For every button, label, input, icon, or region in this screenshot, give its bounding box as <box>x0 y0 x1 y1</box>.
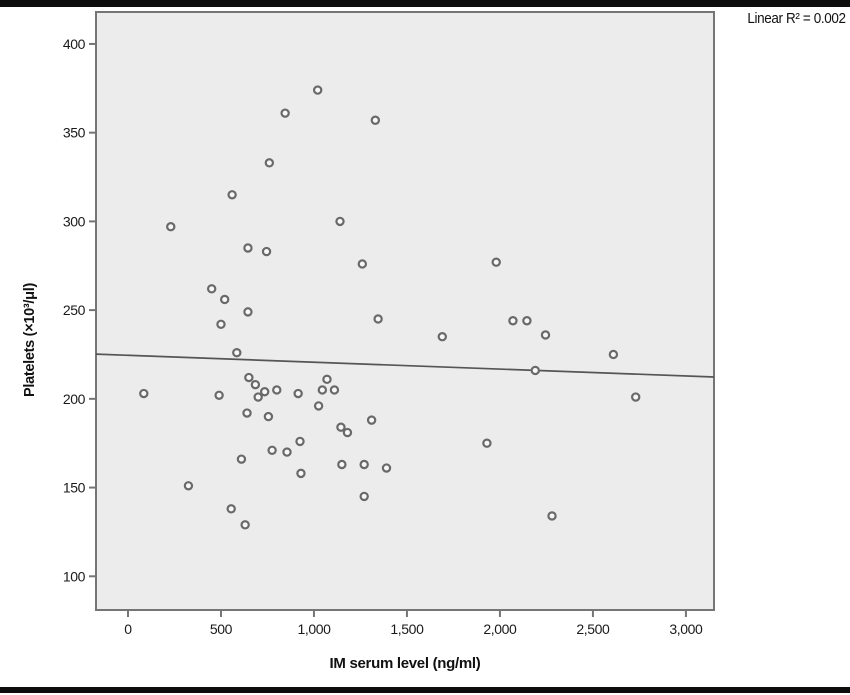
data-point <box>608 349 619 360</box>
data-point <box>139 388 149 399</box>
data-point <box>264 158 275 168</box>
data-point <box>263 411 274 422</box>
y-tick-label: 400 <box>63 36 86 52</box>
data-point <box>214 390 224 400</box>
data-point <box>357 259 368 269</box>
x-tick-label: 1,500 <box>390 621 424 637</box>
data-point <box>437 332 447 342</box>
data-point <box>293 388 303 399</box>
data-point <box>530 365 540 376</box>
data-point <box>166 222 176 232</box>
r-squared-annotation: Linear R² = 0.002 <box>747 11 847 27</box>
data-point <box>216 319 226 330</box>
data-point <box>366 415 377 425</box>
data-point <box>381 463 392 473</box>
data-point <box>313 401 324 411</box>
data-point <box>322 374 332 385</box>
bottom-rule <box>0 687 850 693</box>
data-point <box>359 491 369 502</box>
y-tick-label: 250 <box>63 302 86 318</box>
data-point <box>250 379 261 390</box>
y-tick-label: 350 <box>63 125 86 141</box>
data-point <box>183 481 194 491</box>
data-point <box>219 294 230 305</box>
data-point <box>267 445 277 455</box>
data-point <box>482 438 492 448</box>
data-point <box>240 520 250 530</box>
data-point <box>206 284 217 294</box>
data-point <box>242 408 252 418</box>
data-point <box>282 447 292 457</box>
data-point <box>253 392 263 402</box>
data-point <box>370 115 381 125</box>
data-point <box>317 385 328 395</box>
data-point <box>373 314 383 324</box>
data-point <box>312 85 323 95</box>
data-point <box>508 316 518 326</box>
data-point <box>335 216 345 227</box>
data-point <box>329 385 340 395</box>
data-point <box>359 459 369 470</box>
data-point <box>342 427 353 438</box>
y-tick-label: 150 <box>63 480 86 496</box>
plot-area <box>95 11 715 611</box>
data-point <box>522 316 532 326</box>
data-point <box>236 454 247 464</box>
data-point <box>337 459 347 470</box>
data-point <box>243 243 253 253</box>
data-point <box>244 372 254 383</box>
data-point <box>232 348 242 358</box>
x-tick-label: 0 <box>124 621 132 637</box>
y-tick-label: 200 <box>63 391 86 407</box>
x-tick-label: 1,000 <box>297 621 331 637</box>
data-point <box>227 190 237 200</box>
data-point <box>261 246 272 257</box>
data-point <box>547 511 557 521</box>
x-axis-title: IM serum level (ng/ml) <box>329 655 481 672</box>
top-rule <box>0 0 850 7</box>
data-point <box>272 385 282 395</box>
y-axis-title: Platelets (×10³/μl) <box>22 283 38 397</box>
x-tick-label: 500 <box>210 621 233 637</box>
regression-line <box>95 353 715 378</box>
y-tick-label: 300 <box>63 213 86 229</box>
data-point <box>336 422 346 432</box>
data-point <box>280 108 290 118</box>
y-tick-label: 100 <box>63 568 86 584</box>
data-point <box>259 387 270 397</box>
data-point <box>296 468 306 479</box>
data-point <box>540 330 551 340</box>
x-tick-label: 2,500 <box>576 621 610 637</box>
x-tick-label: 2,000 <box>483 621 517 637</box>
data-point <box>243 307 253 317</box>
data-point <box>491 257 501 267</box>
data-point <box>295 436 305 447</box>
x-tick-label: 3,000 <box>669 621 703 637</box>
data-point <box>226 504 236 514</box>
data-point <box>631 392 641 402</box>
